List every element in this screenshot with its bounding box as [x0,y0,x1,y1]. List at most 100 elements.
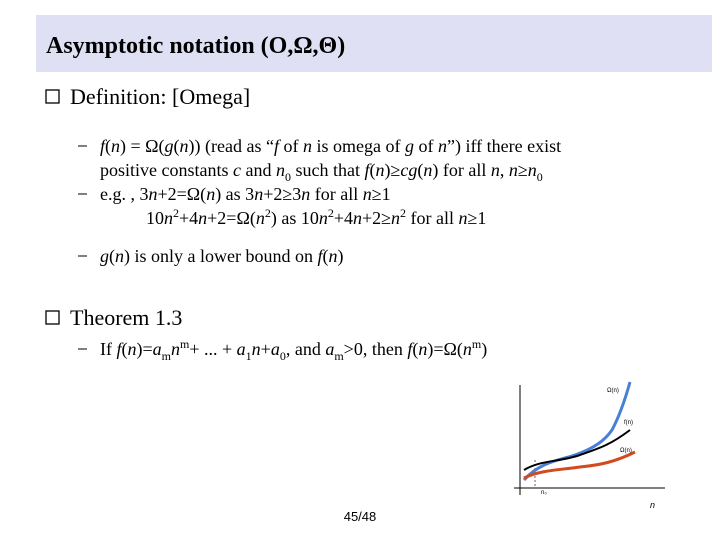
text-run: m [180,337,190,351]
text-run: n [391,208,400,228]
item-line: If f(n)=amnm+ ... + a1n+a0, and am>0, th… [100,337,487,363]
text-run: n [115,246,124,266]
text-run: a [153,339,162,359]
item-line: positive constants c and n0 such that f(… [100,160,543,184]
text-run: ≥1 [468,208,487,228]
x-origin-label: n₀ [541,490,547,496]
text-run: )) (read as “ [189,136,274,157]
figure: Ω(n) f(n) Ω(n) n₀ n [514,381,665,510]
text-run: )=Ω( [427,339,463,360]
text-run: ≥ [518,160,528,180]
text-run: )≥ [385,160,401,181]
text-run: n [329,246,338,266]
text-run: m [162,349,172,363]
text-run: n [198,208,207,228]
bullet-box [45,89,60,104]
text-run: n [256,208,265,228]
text-run: such that [291,160,365,180]
bullet-box [45,310,60,325]
text-run: f [274,136,282,156]
text-run: of [279,136,303,156]
text-run: n [418,339,427,359]
text-run: ) as 10 [271,208,319,229]
text-run: n [111,136,120,156]
text-run: +2≥3 [263,184,301,204]
text-run: + [261,339,271,359]
text-run: n [363,184,372,204]
text-run: 1 [246,349,252,363]
text-run: n [303,136,312,156]
text-run: +4 [334,208,353,228]
text-run: +2≥ [362,208,391,228]
text-run: a [325,339,334,359]
text-run: n [128,339,137,359]
text-run: and [241,160,276,180]
text-run: n [164,208,173,228]
text-run: ( [122,339,128,360]
text-run: n [528,160,537,180]
text-run: positive constants [100,160,233,180]
text-run: ( [105,136,111,157]
text-run: n [509,160,518,180]
text-run: f [407,339,415,359]
text-run: ( [323,246,329,267]
item-line: f(n) = Ω(g(n)) (read as “f of n is omega… [100,136,561,157]
text-run: If [100,339,117,359]
figure-label: Ω(n) [607,388,619,394]
text-run: n [376,160,385,180]
text-run: f [100,136,108,156]
text-run: ( [174,136,180,157]
text-run: ≥1 [372,184,391,204]
text-run: f [317,246,325,266]
text-run: 10 [146,208,164,228]
lower-curve [523,450,636,480]
text-run: n [254,184,263,204]
text-run: +4 [179,208,198,228]
text-run: ( [109,246,115,267]
text-run: for all [406,208,458,228]
text-run: , [500,160,509,180]
text-run: of [414,136,438,156]
text-run: 0 [285,170,291,184]
title: Asymptotic notation (O,Ω,Θ) [46,33,345,59]
text-run: n [252,339,261,359]
text-run: for all [310,184,362,204]
text-run: n [180,136,189,156]
upper-curve [522,381,632,482]
text-run: ) as 3 [215,184,254,205]
text-run: >0, then [344,339,408,359]
text-run: 2 [328,206,334,220]
text-run: g [100,246,109,266]
text-run: c [233,160,241,180]
text-run: +2=Ω( [158,184,207,205]
text-run: n [491,160,500,180]
item-line: 10n2+4n+2=Ω(n2) as 10n2+4n+2≥n2 for all … [146,206,486,229]
text-run: g [405,136,414,156]
text-run: , and [286,339,326,359]
text-run: ”) iff there exist [447,136,561,157]
text-run: n [149,184,158,204]
text-run: + ... + [189,339,236,359]
section-heading: Definition: [Omega] [70,84,250,109]
page-number: 45/48 [344,509,377,524]
item-line: g(n) is only a lower bound on f(n) [100,246,344,267]
text-run: 2 [173,206,179,220]
text-run: f [365,160,373,180]
text-run: n [276,160,285,180]
text-run: n [459,208,468,228]
text-run: f [117,339,125,359]
text-run: n [206,184,215,204]
figure-label: f(n) [624,420,633,426]
text-run: is omega of [312,136,405,156]
figure-label: Ω(n) [620,448,632,454]
text-run: g [165,136,174,156]
x-axis-label: n [650,500,655,510]
text-run: m [334,349,344,363]
item-line: e.g. , 3n+2=Ω(n) as 3n+2≥3n for all n≥1 [100,184,391,205]
text-run: m [472,337,482,351]
f-curve [523,429,631,471]
text-run: a [271,339,280,359]
text-run: ( [417,160,423,181]
text-run: n [423,160,432,180]
text-run: e.g. , 3 [100,184,149,204]
